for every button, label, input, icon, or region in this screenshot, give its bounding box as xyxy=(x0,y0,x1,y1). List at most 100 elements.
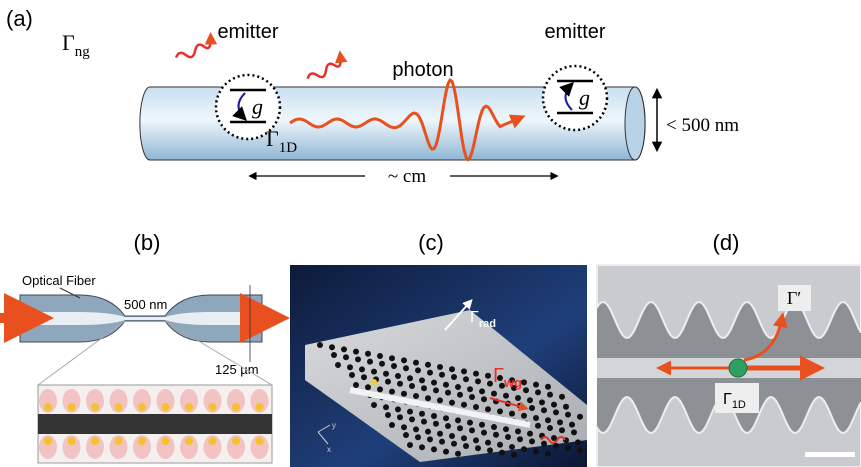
hole xyxy=(521,412,527,419)
panel-c: (c) Γrad Γwg y x xyxy=(290,230,587,467)
hole xyxy=(403,365,409,372)
hole xyxy=(445,389,451,396)
hole xyxy=(553,442,559,449)
hole xyxy=(379,360,385,367)
hole xyxy=(533,415,539,421)
hole xyxy=(527,430,533,437)
hole xyxy=(341,346,347,353)
hole xyxy=(553,409,559,416)
hole xyxy=(437,397,443,404)
hole xyxy=(397,380,403,387)
hole xyxy=(353,382,359,388)
hole xyxy=(535,389,541,396)
atom xyxy=(114,403,123,411)
fiber-end xyxy=(624,86,646,161)
atom xyxy=(138,403,146,411)
hole xyxy=(485,439,491,446)
hole xyxy=(565,411,571,418)
hole xyxy=(443,381,449,388)
hole xyxy=(355,356,361,363)
atom xyxy=(255,403,264,411)
hole xyxy=(385,378,391,385)
mode-lobe xyxy=(86,435,104,459)
photon xyxy=(540,436,566,444)
mode-lobe xyxy=(227,435,245,459)
hole xyxy=(433,420,439,427)
mode-lobe xyxy=(227,389,245,413)
hole xyxy=(547,425,553,431)
hole xyxy=(391,363,397,369)
hole xyxy=(377,353,383,359)
hole xyxy=(455,384,461,390)
hole xyxy=(401,390,407,397)
hole xyxy=(545,417,551,424)
hole xyxy=(499,449,505,456)
mode-lobe xyxy=(109,435,128,459)
hole xyxy=(475,378,481,385)
hole xyxy=(479,421,485,428)
comb xyxy=(596,264,861,340)
hole xyxy=(497,441,503,448)
hole xyxy=(343,354,349,361)
hole xyxy=(563,403,569,410)
hole xyxy=(461,368,467,375)
hole xyxy=(439,371,445,378)
hole xyxy=(329,344,335,351)
mode-lobe xyxy=(39,435,57,459)
hole xyxy=(487,380,493,387)
hole xyxy=(505,434,511,440)
hole xyxy=(437,430,443,437)
hole xyxy=(419,444,425,451)
hole xyxy=(485,372,491,379)
hole xyxy=(527,397,533,404)
hole xyxy=(475,445,481,452)
panel-label: (a) xyxy=(6,6,33,31)
hole xyxy=(431,379,437,386)
atom xyxy=(161,437,170,445)
hole xyxy=(463,443,469,449)
hole xyxy=(503,426,509,433)
hole xyxy=(437,364,443,370)
hole xyxy=(571,429,577,436)
hole xyxy=(509,410,515,417)
hole xyxy=(523,387,529,394)
transition xyxy=(232,92,247,121)
hole xyxy=(479,388,485,395)
mode-lobe xyxy=(180,435,198,459)
hole xyxy=(577,413,583,420)
label-box xyxy=(778,285,811,311)
hole xyxy=(413,359,419,366)
hole xyxy=(473,370,479,377)
mode-lobe xyxy=(156,389,175,413)
waist-label: 500 nm xyxy=(124,297,167,312)
mode-lobe xyxy=(86,389,104,413)
atom xyxy=(91,403,99,411)
fiber-core xyxy=(20,312,262,325)
hole xyxy=(481,396,487,403)
hole xyxy=(451,440,457,447)
hole xyxy=(431,413,437,419)
hole xyxy=(349,372,355,378)
hole xyxy=(439,438,445,445)
rad-rate: Γrad xyxy=(470,309,496,330)
hole xyxy=(371,368,377,375)
hole xyxy=(419,410,425,417)
hole xyxy=(413,393,419,399)
hole xyxy=(497,408,503,415)
hole xyxy=(539,399,545,406)
atom xyxy=(208,437,217,445)
hole xyxy=(397,414,403,421)
emitter xyxy=(728,358,748,378)
emitter-circle xyxy=(541,64,609,132)
label-box xyxy=(715,383,759,413)
hole xyxy=(559,393,565,400)
mode-lobe xyxy=(180,389,198,413)
hole xyxy=(521,379,527,386)
hole xyxy=(497,375,503,381)
axis-label: y xyxy=(332,421,336,430)
hole xyxy=(467,386,473,393)
hole xyxy=(529,405,535,411)
hole xyxy=(331,352,337,358)
hole xyxy=(461,401,467,408)
